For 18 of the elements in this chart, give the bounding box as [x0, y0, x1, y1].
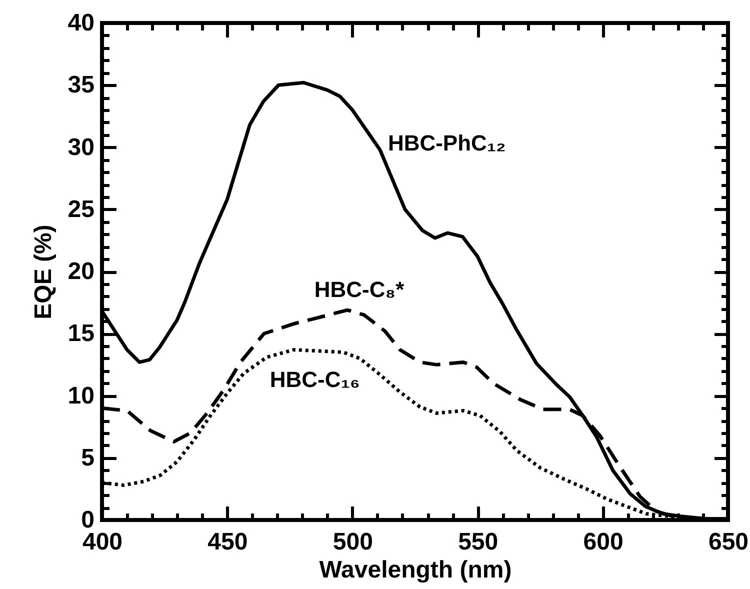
y-tick-label: 20 [68, 258, 94, 285]
y-tick-label: 35 [68, 72, 94, 99]
series-label: HBC-PhC₁₂ [388, 130, 506, 156]
y-tick-label: 5 [81, 444, 94, 472]
x-tick-label: 650 [708, 528, 749, 556]
x-axis-title: Wavelength (nm) [319, 556, 512, 584]
y-tick-label: 30 [68, 134, 94, 161]
series-label: HBC-C₁₆ [270, 367, 360, 392]
y-tick-label: 25 [68, 196, 94, 223]
x-tick-label: 450 [208, 528, 248, 556]
x-tick-label: 550 [458, 528, 498, 556]
x-tick-label: 500 [332, 528, 373, 556]
y-tick-label: 10 [68, 382, 94, 410]
y-axis-title: EQE (%) [30, 224, 57, 320]
y-tick-label: 40 [68, 10, 94, 36]
series-label: HBC-C₈* [314, 277, 405, 302]
y-tick-label: 15 [68, 320, 94, 348]
x-tick-label: 600 [583, 528, 624, 556]
